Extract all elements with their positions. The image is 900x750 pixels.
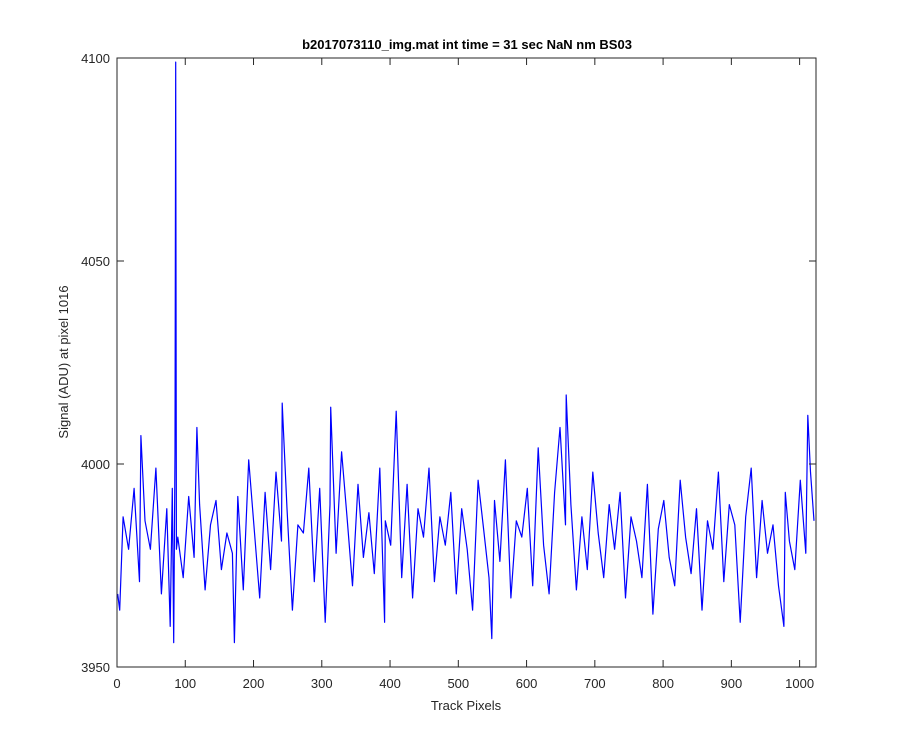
x-tick-label: 600 — [516, 676, 538, 691]
series-layer — [117, 61, 815, 644]
x-tick-label: 200 — [243, 676, 265, 691]
y-axis-ticks: 3950 4000 4050 4100 — [81, 51, 816, 675]
y-tick-label: 4050 — [81, 254, 110, 269]
signal-series-line — [117, 61, 815, 644]
y-tick-label: 4000 — [81, 457, 110, 472]
y-tick-label: 4100 — [81, 51, 110, 66]
x-tick-label: 100 — [174, 676, 196, 691]
x-axis-ticks: 0 100 200 300 400 500 600 700 800 900 1000 — [113, 58, 814, 691]
y-tick-label: 3950 — [81, 660, 110, 675]
axes-box — [116, 57, 817, 668]
x-axis-label: Track Pixels — [431, 698, 502, 713]
x-tick-label: 800 — [652, 676, 674, 691]
x-tick-label: 300 — [311, 676, 333, 691]
x-tick-label: 500 — [447, 676, 469, 691]
x-tick-label: 0 — [113, 676, 120, 691]
x-tick-label: 400 — [379, 676, 401, 691]
x-tick-label: 900 — [721, 676, 743, 691]
x-tick-label: 1000 — [785, 676, 814, 691]
y-axis-label: Signal (ADU) at pixel 1016 — [56, 285, 71, 438]
chart-title: b2017073110_img.mat int time = 31 sec Na… — [302, 37, 632, 52]
x-tick-label: 700 — [584, 676, 606, 691]
